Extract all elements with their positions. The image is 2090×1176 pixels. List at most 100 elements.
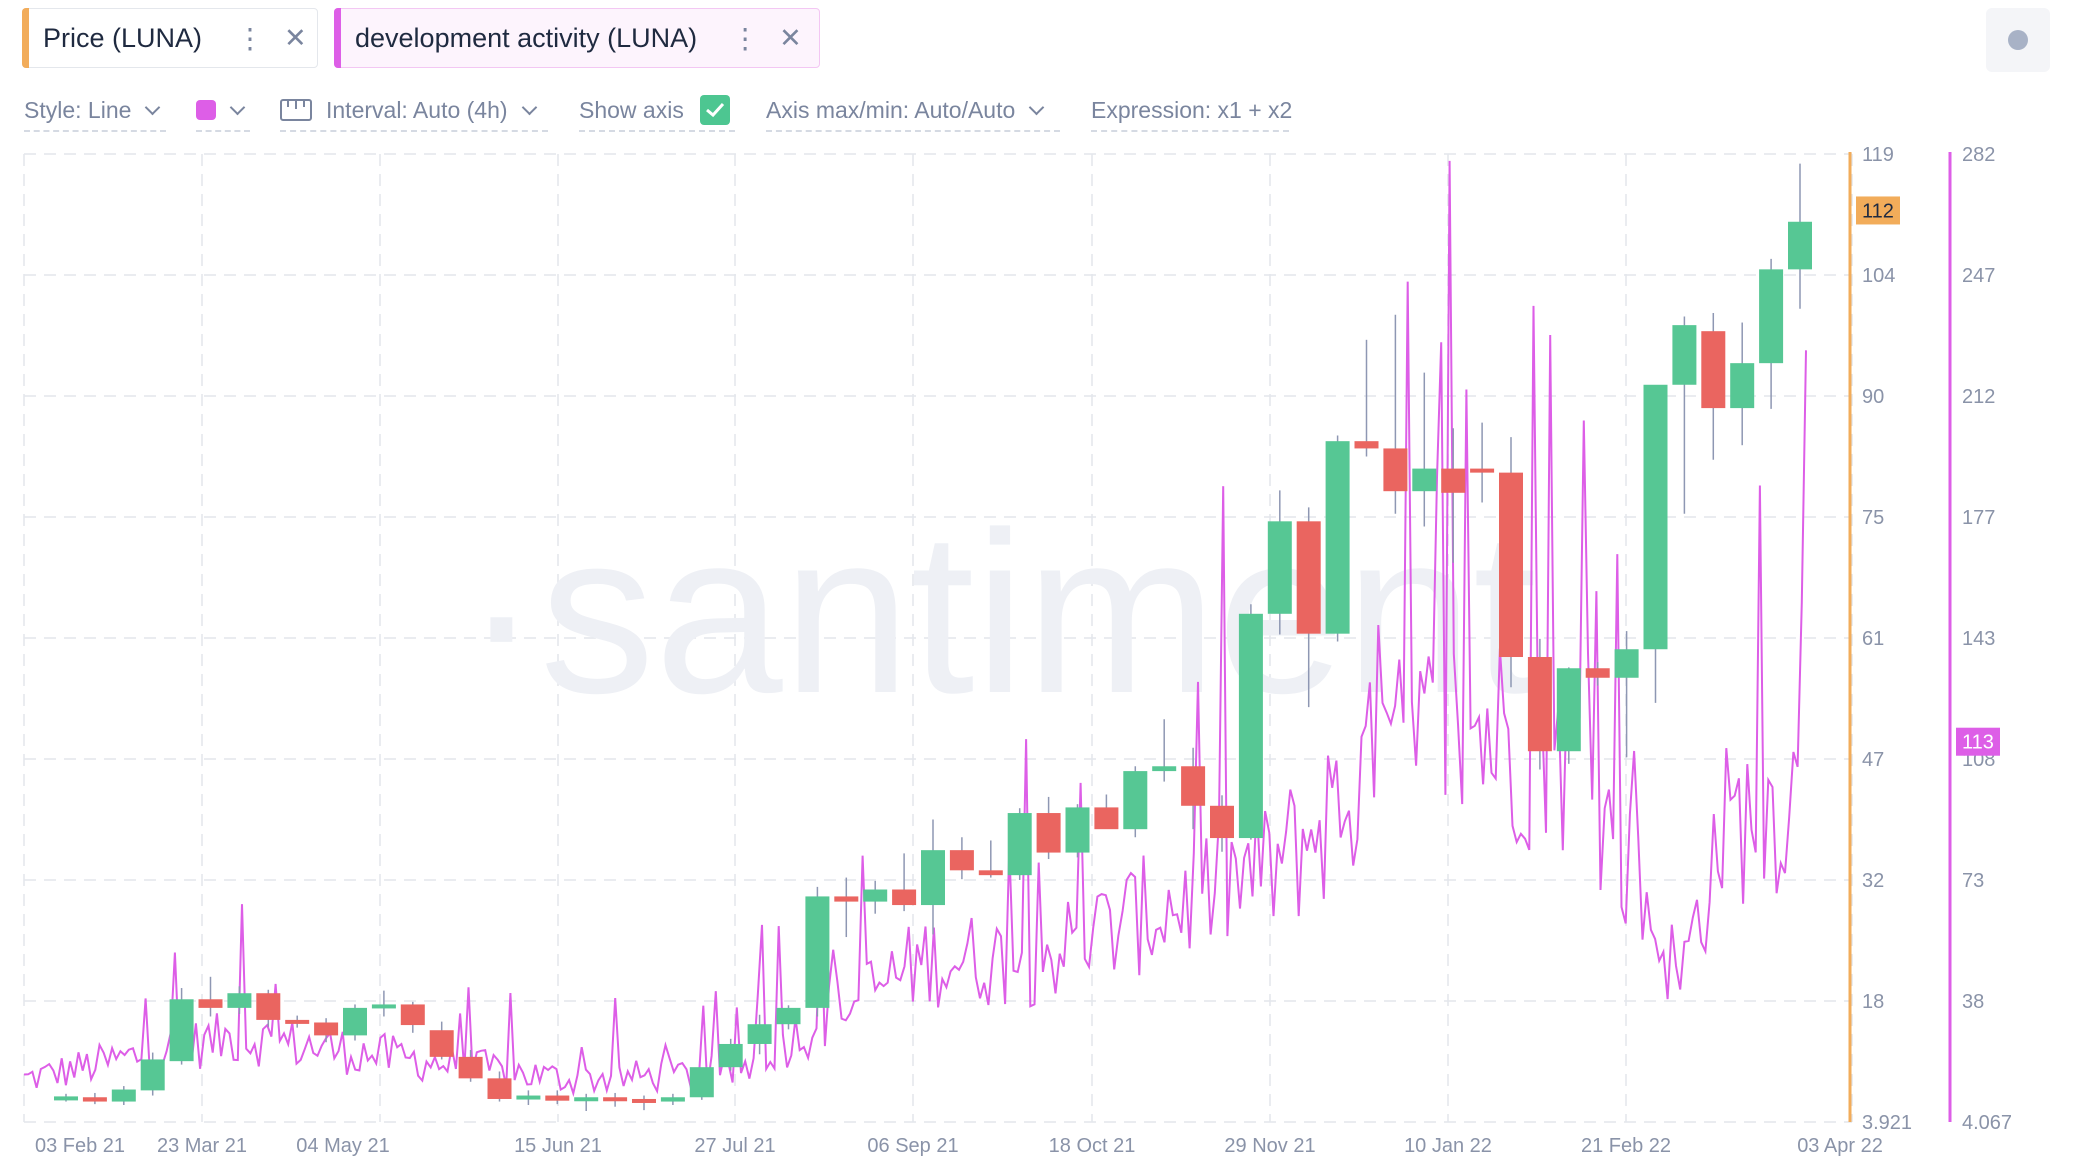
candle-body — [1499, 472, 1523, 658]
candle-body — [921, 850, 945, 906]
price-candle — [1325, 435, 1350, 642]
price-candle — [82, 1092, 107, 1105]
candle-body — [314, 1022, 339, 1036]
candle-body — [1672, 325, 1697, 385]
price-candle — [1527, 638, 1552, 770]
show-axis-label: Show axis — [579, 96, 684, 123]
price-candle — [111, 1086, 136, 1105]
expression-field[interactable]: Expression: x1 + x2 — [1091, 90, 1292, 132]
candle-body — [1296, 521, 1321, 634]
style-label: Style: Line — [24, 96, 132, 123]
dev-tick-label: 247 — [1962, 265, 1995, 287]
dev-tick-label: 177 — [1962, 507, 1995, 529]
candle-body — [227, 993, 252, 1008]
candle-body — [1614, 649, 1639, 678]
candle-body — [111, 1089, 136, 1102]
price-candle — [978, 840, 1003, 878]
candle-body — [1181, 766, 1206, 806]
price-current-badge — [1856, 196, 1900, 225]
candle-body — [140, 1059, 165, 1091]
x-tick-label: 06 Sep 21 — [867, 1135, 958, 1157]
style-dropdown[interactable]: Style: Line — [24, 90, 166, 132]
candle-body — [1007, 813, 1032, 876]
price-candle — [776, 1005, 801, 1030]
tab-label: development activity (LUNA) — [355, 22, 698, 53]
candle-body — [82, 1097, 107, 1102]
price-candle — [1094, 794, 1119, 830]
interval-dropdown[interactable]: Interval: Auto (4h) — [280, 90, 548, 132]
price-candle — [834, 877, 859, 938]
price-tick-label: 32 — [1862, 870, 1884, 892]
price-candle — [1296, 507, 1321, 708]
price-candle — [1759, 258, 1784, 409]
price-candle — [1267, 490, 1292, 635]
candle-body — [776, 1007, 801, 1025]
price-candle — [747, 1014, 772, 1055]
checkbox-checked-icon[interactable] — [699, 95, 730, 125]
price-candles — [54, 163, 1812, 1112]
candle-body — [978, 870, 1003, 876]
candle-body — [198, 999, 223, 1008]
price-tick-label: 61 — [1862, 628, 1884, 650]
price-candle — [1210, 795, 1234, 852]
price-candle — [949, 837, 974, 880]
candle-body — [1123, 771, 1148, 830]
dev-current-badge — [1956, 727, 2000, 756]
price-tick-label: 3.921 — [1862, 1112, 1912, 1134]
price-candle — [140, 1052, 165, 1096]
price-tick-label: 47 — [1862, 749, 1884, 771]
price-candle — [921, 819, 945, 935]
price-candle — [689, 1067, 714, 1100]
x-tick-label: 04 May 21 — [296, 1135, 389, 1157]
close-icon[interactable]: ✕ — [284, 22, 307, 53]
price-candle — [256, 989, 281, 1027]
price-candle — [718, 1038, 743, 1071]
price-current-value: 112 — [1862, 200, 1894, 222]
price-candle — [892, 853, 917, 912]
price-tick-label: 75 — [1862, 507, 1884, 529]
price-candle — [1441, 428, 1466, 563]
price-candle — [314, 1018, 339, 1043]
dev-tick-label: 73 — [1962, 870, 1984, 892]
axis-maxmin-dropdown[interactable]: Axis max/min: Auto/Auto — [766, 90, 1060, 132]
candle-body — [458, 1056, 483, 1079]
show-axis-toggle[interactable]: Show axis — [579, 90, 735, 132]
close-icon[interactable]: ✕ — [779, 22, 802, 53]
tab-label: Price (LUNA) — [43, 22, 203, 53]
price-candle — [863, 880, 888, 914]
price-candle — [285, 1015, 310, 1028]
price-candle — [1238, 604, 1263, 840]
dev-tick-label: 143 — [1962, 628, 1995, 650]
candle-body — [429, 1030, 454, 1057]
price-candle — [1181, 747, 1206, 830]
price-candle — [805, 886, 830, 1017]
price-candle — [1556, 667, 1581, 764]
price-candle — [198, 976, 223, 1017]
price-candle — [54, 1093, 78, 1102]
candle-body — [747, 1024, 772, 1044]
x-tick-label: 15 Jun 21 — [514, 1135, 602, 1157]
candle-body — [487, 1078, 512, 1099]
candle-body — [632, 1098, 656, 1103]
candle-body — [1152, 766, 1177, 772]
price-candle — [169, 988, 194, 1065]
check-icon — [705, 102, 724, 118]
candle-body — [1094, 807, 1119, 830]
dev-tick-label: 282 — [1962, 144, 1995, 166]
candle-body — [1527, 657, 1552, 752]
candle-body — [400, 1004, 425, 1026]
candle-body — [892, 889, 917, 906]
color-picker[interactable] — [196, 90, 250, 132]
settings-toggle-button[interactable] — [1986, 8, 2050, 72]
candle-body — [1065, 807, 1090, 853]
ruler-icon — [280, 99, 312, 121]
price-candle — [400, 1001, 425, 1033]
tab-price-luna[interactable]: Price (LUNA) ⋮ ✕ — [22, 8, 318, 68]
dev-activity-series — [23, 160, 1807, 1098]
candle-body — [1412, 468, 1437, 492]
price-candle — [1412, 372, 1437, 527]
candle-body — [1267, 521, 1292, 614]
price-candle — [487, 1071, 512, 1102]
candle-body — [718, 1043, 743, 1068]
tab-development-activity[interactable]: development activity (LUNA) ⋮ ✕ — [334, 8, 820, 68]
